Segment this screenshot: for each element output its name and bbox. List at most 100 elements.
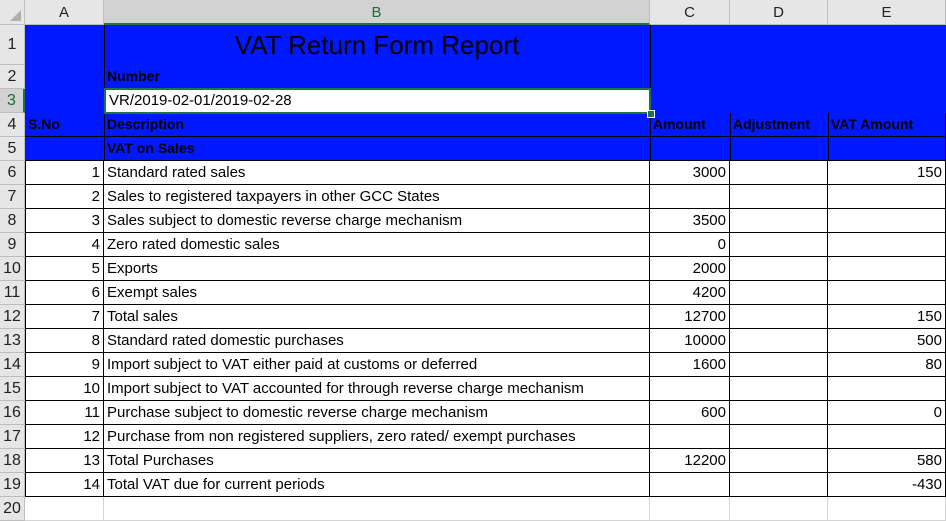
row-10-amount-cell[interactable] bbox=[650, 377, 730, 401]
column-header-a[interactable]: A bbox=[25, 0, 104, 25]
column-header-b[interactable]: B bbox=[104, 0, 650, 25]
blue-cell-r5-cc[interactable] bbox=[650, 137, 730, 161]
row-5-amount-cell[interactable]: 2000 bbox=[650, 257, 730, 281]
row-3-sno-cell[interactable]: 3 bbox=[25, 209, 104, 233]
row-6-vat-cell[interactable] bbox=[828, 281, 946, 305]
row-header-2[interactable]: 2 bbox=[0, 65, 25, 89]
row-header-3[interactable]: 3 bbox=[0, 89, 25, 113]
row-7-amount-cell[interactable]: 12700 bbox=[650, 305, 730, 329]
blue-cell-r1-cd[interactable] bbox=[730, 25, 828, 65]
row-header-20[interactable]: 20 bbox=[0, 497, 25, 521]
row-12-adjustment-cell[interactable] bbox=[730, 425, 828, 449]
row-6-adjustment-cell[interactable] bbox=[730, 281, 828, 305]
row-5-sno-cell[interactable]: 5 bbox=[25, 257, 104, 281]
blue-cell-r3-ca[interactable] bbox=[25, 89, 104, 113]
row-8-sno-cell[interactable]: 8 bbox=[25, 329, 104, 353]
fill-handle[interactable] bbox=[647, 110, 655, 118]
row-header-5[interactable]: 5 bbox=[0, 137, 25, 161]
row-11-sno-cell[interactable]: 11 bbox=[25, 401, 104, 425]
row-12-amount-cell[interactable] bbox=[650, 425, 730, 449]
blue-cell-r3-ce[interactable] bbox=[828, 89, 946, 113]
row-header-13[interactable]: 13 bbox=[0, 329, 25, 353]
row-12-description-cell[interactable]: Purchase from non registered suppliers, … bbox=[104, 425, 650, 449]
row-header-6[interactable]: 6 bbox=[0, 161, 25, 185]
row-header-12[interactable]: 12 bbox=[0, 305, 25, 329]
row-8-description-cell[interactable]: Standard rated domestic purchases bbox=[104, 329, 650, 353]
blue-cell-r5-cb[interactable] bbox=[104, 137, 650, 161]
blue-cell-r2-cd[interactable] bbox=[730, 65, 828, 89]
blue-cell-r2-ce[interactable] bbox=[828, 65, 946, 89]
row-header-15[interactable]: 15 bbox=[0, 377, 25, 401]
row-9-sno-cell[interactable]: 9 bbox=[25, 353, 104, 377]
select-all-corner[interactable] bbox=[0, 0, 25, 25]
blue-cell-r4-ce[interactable] bbox=[828, 113, 946, 137]
row-header-19[interactable]: 19 bbox=[0, 473, 25, 497]
row-header-10[interactable]: 10 bbox=[0, 257, 25, 281]
row-4-amount-cell[interactable]: 0 bbox=[650, 233, 730, 257]
blue-cell-r5-cd[interactable] bbox=[730, 137, 828, 161]
row-header-4[interactable]: 4 bbox=[0, 113, 25, 137]
row-1-sno-cell[interactable]: 1 bbox=[25, 161, 104, 185]
blue-cell-r4-cd[interactable] bbox=[730, 113, 828, 137]
row-12-sno-cell[interactable]: 12 bbox=[25, 425, 104, 449]
row-2-description-cell[interactable]: Sales to registered taxpayers in other G… bbox=[104, 185, 650, 209]
blue-cell-r4-cb[interactable] bbox=[104, 113, 650, 137]
row-6-amount-cell[interactable]: 4200 bbox=[650, 281, 730, 305]
row-1-amount-cell[interactable]: 3000 bbox=[650, 161, 730, 185]
row-2-amount-cell[interactable] bbox=[650, 185, 730, 209]
row-3-adjustment-cell[interactable] bbox=[730, 209, 828, 233]
row-13-adjustment-cell[interactable] bbox=[730, 449, 828, 473]
row-9-vat-cell[interactable]: 80 bbox=[828, 353, 946, 377]
empty-cell-r20-cc[interactable] bbox=[650, 497, 730, 521]
row-header-1[interactable]: 1 bbox=[0, 25, 25, 65]
row-10-description-cell[interactable]: Import subject to VAT accounted for thro… bbox=[104, 377, 650, 401]
row-6-sno-cell[interactable]: 6 bbox=[25, 281, 104, 305]
row-14-vat-cell[interactable]: -430 bbox=[828, 473, 946, 497]
blue-cell-r5-ce[interactable] bbox=[828, 137, 946, 161]
row-header-14[interactable]: 14 bbox=[0, 353, 25, 377]
row-3-description-cell[interactable]: Sales subject to domestic reverse charge… bbox=[104, 209, 650, 233]
row-4-description-cell[interactable]: Zero rated domestic sales bbox=[104, 233, 650, 257]
row-5-vat-cell[interactable] bbox=[828, 257, 946, 281]
row-13-sno-cell[interactable]: 13 bbox=[25, 449, 104, 473]
row-7-vat-cell[interactable]: 150 bbox=[828, 305, 946, 329]
number-value-cell[interactable]: VR/2019-02-01/2019-02-28 bbox=[104, 88, 651, 114]
row-8-adjustment-cell[interactable] bbox=[730, 329, 828, 353]
row-2-vat-cell[interactable] bbox=[828, 185, 946, 209]
row-10-adjustment-cell[interactable] bbox=[730, 377, 828, 401]
row-4-sno-cell[interactable]: 4 bbox=[25, 233, 104, 257]
row-header-11[interactable]: 11 bbox=[0, 281, 25, 305]
empty-cell-r20-ce[interactable] bbox=[828, 497, 946, 521]
row-header-9[interactable]: 9 bbox=[0, 233, 25, 257]
blue-cell-r5-ca[interactable] bbox=[25, 137, 104, 161]
blue-cell-r4-ca[interactable] bbox=[25, 113, 104, 137]
row-8-amount-cell[interactable]: 10000 bbox=[650, 329, 730, 353]
row-13-vat-cell[interactable]: 580 bbox=[828, 449, 946, 473]
row-header-17[interactable]: 17 bbox=[0, 425, 25, 449]
blue-cell-r2-ca[interactable] bbox=[25, 65, 104, 89]
blue-cell-r3-cc[interactable] bbox=[650, 89, 730, 113]
row-4-vat-cell[interactable] bbox=[828, 233, 946, 257]
row-7-adjustment-cell[interactable] bbox=[730, 305, 828, 329]
row-7-sno-cell[interactable]: 7 bbox=[25, 305, 104, 329]
row-9-adjustment-cell[interactable] bbox=[730, 353, 828, 377]
row-8-vat-cell[interactable]: 500 bbox=[828, 329, 946, 353]
row-1-description-cell[interactable]: Standard rated sales bbox=[104, 161, 650, 185]
blue-cell-r2-cb[interactable] bbox=[104, 65, 650, 89]
empty-cell-r20-ca[interactable] bbox=[25, 497, 104, 521]
blue-cell-r1-ce[interactable] bbox=[828, 25, 946, 65]
blue-cell-r4-cc[interactable] bbox=[650, 113, 730, 137]
row-9-description-cell[interactable]: Import subject to VAT either paid at cus… bbox=[104, 353, 650, 377]
blue-cell-r1-ca[interactable] bbox=[25, 25, 104, 65]
empty-cell-r20-cd[interactable] bbox=[730, 497, 828, 521]
row-2-adjustment-cell[interactable] bbox=[730, 185, 828, 209]
column-header-e[interactable]: E bbox=[828, 0, 946, 25]
empty-cell-r20-cb[interactable] bbox=[104, 497, 650, 521]
row-5-adjustment-cell[interactable] bbox=[730, 257, 828, 281]
row-7-description-cell[interactable]: Total sales bbox=[104, 305, 650, 329]
blue-cell-r2-cc[interactable] bbox=[650, 65, 730, 89]
column-header-d[interactable]: D bbox=[730, 0, 828, 25]
row-header-7[interactable]: 7 bbox=[0, 185, 25, 209]
row-header-16[interactable]: 16 bbox=[0, 401, 25, 425]
